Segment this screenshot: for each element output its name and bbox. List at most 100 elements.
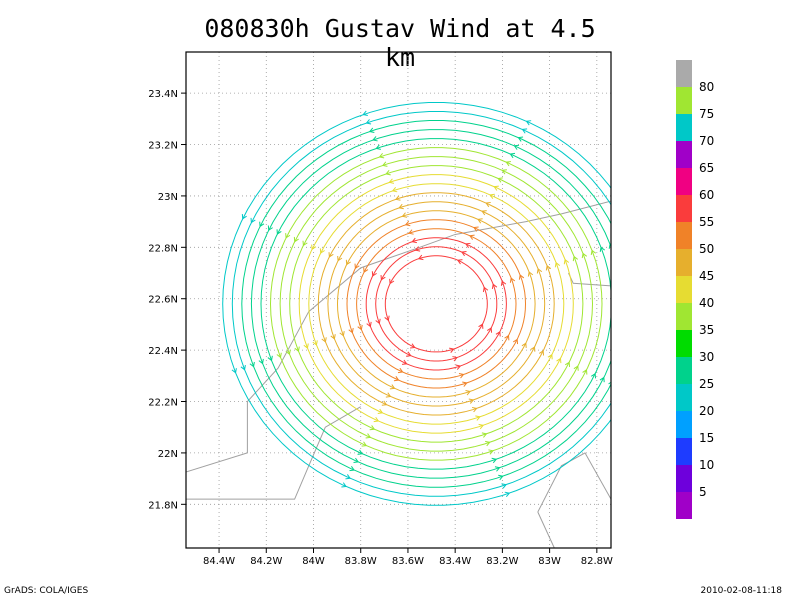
- streamline: [375, 246, 498, 362]
- streamline-arrow: [267, 225, 273, 232]
- streamline-arrow: [293, 236, 299, 243]
- streamline-arrow: [518, 274, 525, 280]
- streamline: [269, 147, 603, 461]
- streamline-arrow: [513, 144, 520, 150]
- streamline-arrow: [501, 169, 507, 175]
- streamline-arrow: [452, 356, 458, 362]
- streamline-arrow: [536, 267, 543, 274]
- streamline-arrow: [497, 177, 503, 183]
- streamline-arrow: [547, 353, 553, 360]
- streamline-arrow: [384, 315, 390, 322]
- streamline-arrow: [465, 389, 471, 396]
- streamline-arrow: [572, 255, 579, 262]
- streamline-arrow: [311, 244, 317, 251]
- colorbar-label: 30: [699, 350, 714, 364]
- x-tick-label: 83.8W: [345, 556, 377, 567]
- x-tick-label: 84.2W: [250, 556, 282, 567]
- colorbar-segment: [676, 249, 692, 276]
- streamline-arrow: [398, 203, 404, 210]
- streamline: [327, 201, 546, 407]
- streamline-arrow: [473, 226, 479, 232]
- streamline-arrow: [488, 449, 494, 455]
- streamline-arrow: [303, 343, 309, 349]
- streamline-arrow: [371, 271, 377, 277]
- colorbar-label: 15: [699, 431, 714, 445]
- streamline: [222, 102, 611, 506]
- colorbar-label: 45: [699, 269, 714, 283]
- streamline-arrow: [353, 457, 360, 463]
- plot-frame: [185, 51, 612, 549]
- colorbar: 80 75 70 65 60 55 50 45 40 35 30 25 20 15 10 5: [676, 60, 714, 519]
- x-tick-label: 83.2W: [486, 556, 518, 567]
- streamline-arrow: [626, 389, 630, 394]
- streamline-arrow: [375, 144, 381, 150]
- streamline-arrow: [485, 201, 491, 208]
- streamline-arrow: [481, 432, 488, 438]
- streamline-arrow: [469, 234, 475, 240]
- streamline-arrow: [525, 120, 532, 126]
- colorbar-segment: [676, 492, 692, 519]
- streamline-arrow: [410, 343, 416, 349]
- streamline-arrow: [517, 136, 524, 142]
- streamline-arrow: [538, 350, 545, 356]
- streamline-arrow: [276, 229, 282, 235]
- streamline-arrow: [554, 261, 561, 268]
- streamline-arrow: [498, 474, 504, 481]
- streamline-arrow: [493, 185, 499, 191]
- streamline-arrow: [455, 364, 462, 370]
- streamline-arrow: [505, 161, 512, 167]
- streamline-arrow: [365, 119, 372, 125]
- streamline-arrow: [636, 235, 640, 240]
- x-tick-label: 83W: [538, 556, 561, 567]
- streamline-arrow: [368, 127, 375, 133]
- streamline-arrow: [397, 367, 404, 374]
- streamline-arrow: [361, 441, 368, 447]
- colorbar-label: 70: [699, 134, 714, 148]
- streamline-arrow: [482, 286, 489, 293]
- streamline-arrow: [509, 152, 516, 159]
- streamline-arrow: [321, 337, 327, 343]
- streamline: [384, 255, 488, 353]
- streamline-arrow: [417, 254, 424, 261]
- streamline-arrow: [285, 349, 291, 356]
- colorbar-label: 80: [699, 80, 714, 94]
- streamline-arrow: [366, 321, 372, 328]
- colorbar-segment: [676, 60, 692, 87]
- streamline-arrow: [504, 334, 510, 341]
- streamline-arrow: [460, 250, 467, 257]
- streamline-arrow: [294, 346, 300, 353]
- streamline-arrow: [494, 466, 501, 472]
- coastline-segment: [537, 452, 611, 513]
- streamline-arrow: [608, 243, 611, 249]
- streamline-arrow: [475, 415, 481, 421]
- streamline-arrow: [449, 347, 455, 353]
- streamline-arrow: [357, 449, 364, 455]
- streamline: [336, 210, 536, 398]
- streamline-arrow: [465, 242, 471, 248]
- streamline: [365, 237, 507, 371]
- streamline-arrow: [389, 384, 396, 390]
- colorbar-label: 35: [699, 323, 714, 337]
- colorbar-segment: [676, 141, 692, 168]
- streamline-arrow: [385, 392, 392, 398]
- x-tick-label: 82.8W: [581, 556, 613, 567]
- colorbar-segment: [676, 168, 692, 195]
- streamline-arrow: [618, 241, 622, 246]
- streamline-arrow: [401, 359, 408, 365]
- streamline-arrow: [388, 178, 395, 184]
- streamline-arrow: [504, 491, 511, 498]
- streamline: [298, 174, 574, 434]
- streamline-arrow: [330, 334, 336, 340]
- y-tick-label: 22N: [158, 449, 178, 460]
- streamline-arrow: [581, 252, 588, 259]
- streamline-arrow: [362, 110, 368, 117]
- coastline-segment: [186, 200, 611, 473]
- x-tick-label: 83.4W: [439, 556, 471, 567]
- streamline-arrow: [381, 400, 388, 406]
- streamline-arrow: [378, 153, 385, 159]
- streamline-arrow: [312, 340, 318, 346]
- streamline-arrow: [500, 280, 507, 286]
- streamline: [317, 192, 555, 416]
- streamline-arrow: [478, 323, 484, 329]
